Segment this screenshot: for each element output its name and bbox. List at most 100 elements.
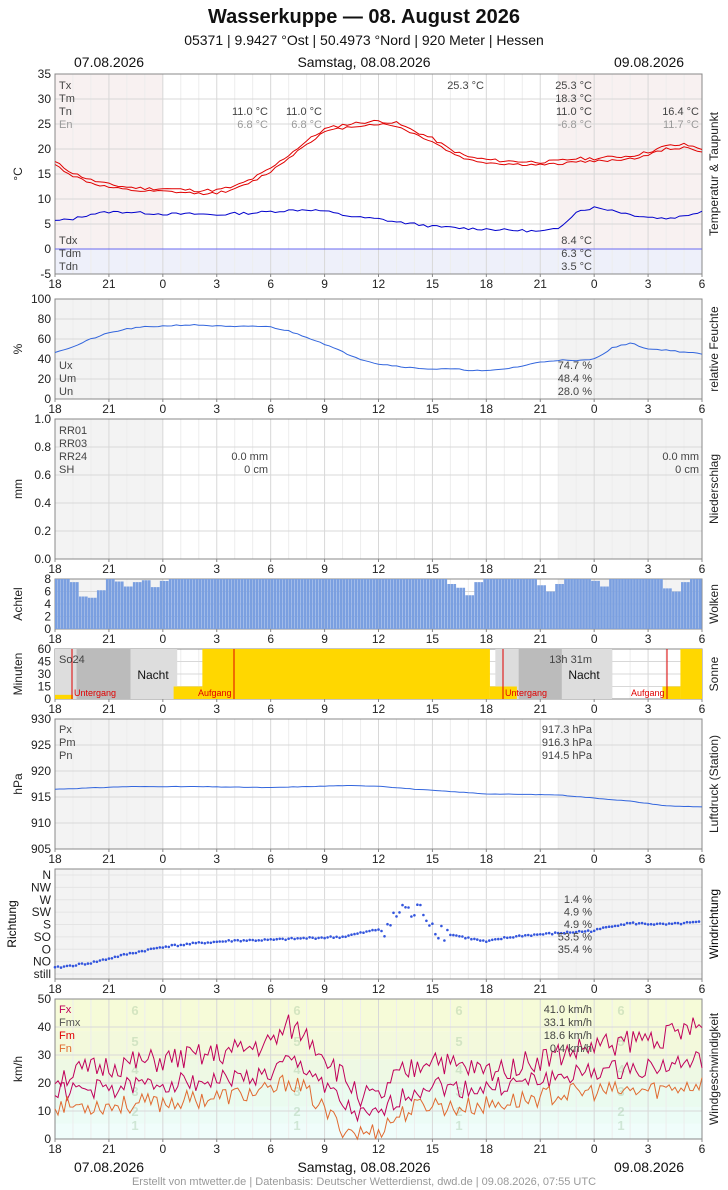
direction-point [188,942,192,946]
direction-percent: 4.9 % [564,919,592,931]
direction-point [212,940,216,944]
cloud-bar [648,579,651,629]
cloud-bar [435,579,439,629]
wind-xtick-label: 21 [534,1142,548,1156]
sun-bar [680,649,702,699]
direction-point [661,922,665,926]
direction-point [281,937,284,941]
direction-xtick-label: 0 [159,982,166,996]
cloud-bar [537,585,540,629]
beaufort-label: 6 [131,1003,138,1018]
cloud-bar [87,597,91,629]
precip-xtick-label: 21 [102,562,116,576]
direction-point [637,922,641,925]
cloud-bar [474,582,478,629]
temp-xtick-label: 12 [372,277,386,291]
direction-point [664,923,668,926]
beaufort-label: 1 [293,1118,300,1133]
direction-category-label: W [40,893,52,907]
cloud-bar [165,580,169,629]
temp-ytick-label: -5 [40,267,51,281]
clouds-xtick-label: 0 [159,632,166,646]
direction-point [206,941,210,944]
direction-point [287,937,290,940]
direction-xtick-label: 3 [213,982,220,996]
direction-point [116,955,120,959]
direction-point [275,937,279,941]
cloud-bar [513,579,516,629]
humidity-um: 48.4 % [558,373,592,385]
direction-point [479,939,482,942]
sun-xtick-label: 21 [102,702,116,716]
cloud-bar [303,579,307,629]
direction-point [568,931,572,934]
cloud-bar [297,579,301,629]
cloud-bar [213,579,217,629]
cloud-bar [78,596,82,629]
cloud-bar [372,579,376,629]
direction-point [401,903,404,907]
cloud-bar [120,581,124,629]
wind-xtick-label: 6 [267,1142,274,1156]
direction-point [53,965,57,969]
cloud-bar [258,579,262,629]
direction-point [359,931,362,934]
cloud-bar [339,579,343,629]
beaufort-label: 2 [455,1104,462,1119]
humidity-un: 28.0 % [558,386,592,398]
cloud-bar [276,579,280,629]
sun-deep-night-band [518,649,562,699]
pressure-ylabel: hPa [11,773,25,795]
temp-ytick-label: 30 [38,92,52,106]
cloud-bar [405,579,409,629]
direction-point [688,921,692,924]
direction-point [368,929,371,933]
cloud-bar [591,580,594,629]
direction-point [338,936,341,940]
cloud-bar [522,579,525,629]
clouds-xtick-label: 12 [372,632,386,646]
precip-xtick-label: 18 [480,562,494,576]
direction-point [476,938,479,941]
direction-point [562,931,566,935]
cloud-bar [639,579,642,629]
cloud-bar [555,584,558,629]
direction-point [470,937,473,941]
beaufort-label: 3 [293,1084,300,1099]
fn-series-line [54,1074,703,1141]
direction-point [580,930,584,933]
sun-bar [202,649,490,699]
direction-point [92,960,96,963]
direction-point [652,923,656,926]
direction-point [437,936,440,940]
cloud-bar [264,579,268,629]
pressure-xtick-label: 0 [591,852,598,866]
direction-point [515,935,518,938]
cloud-bar [534,579,537,629]
direction-point [640,921,644,925]
tm-series-line [54,123,703,196]
direction-point [506,936,509,940]
clouds-xtick-label: 6 [699,632,706,646]
direction-point [425,919,428,923]
cloud-bar [336,579,340,629]
pressure-xtick-label: 0 [159,852,166,866]
clouds-xtick-label: 15 [426,632,440,646]
temp-day2-tx: 25.3 °C [555,80,592,92]
cloud-bar [642,579,645,629]
direction-point [221,940,224,943]
cloud-bar [456,587,460,629]
direction-point [407,906,410,909]
temp-left-label: Tm [59,93,75,105]
wind-xtick-label: 0 [159,1142,166,1156]
humidity-xtick-label: 3 [213,402,220,416]
direction-point [194,941,198,945]
direction-point [245,939,248,942]
direction-point [455,934,458,937]
direction-point [242,939,245,942]
humidity-xtick-label: 15 [426,402,440,416]
direction-point [604,925,608,929]
direction-point [622,923,626,926]
cloud-bar [651,579,654,629]
cloud-bar [528,579,531,629]
